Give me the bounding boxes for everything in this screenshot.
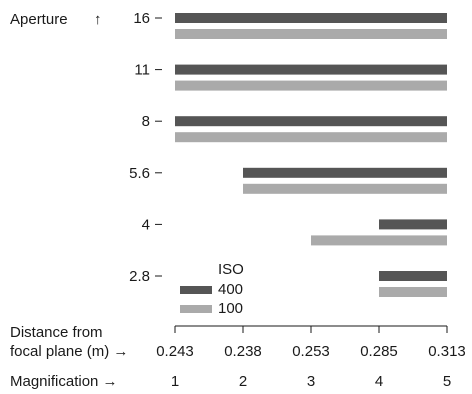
- x-row-label: Distance from: [10, 324, 103, 341]
- y-tick-label: 11: [134, 62, 150, 79]
- x-row-label: focal plane (m) →: [10, 343, 128, 360]
- legend-label: 400: [218, 281, 243, 298]
- bar-iso-100: [175, 132, 447, 143]
- bar-iso-400: [243, 167, 447, 178]
- legend-label: 100: [218, 300, 243, 317]
- y-tick-label: 8: [142, 113, 150, 130]
- legend-swatch-400: [180, 286, 212, 294]
- x-tick-label: 3: [307, 373, 315, 390]
- bar-iso-100: [243, 183, 447, 194]
- bar-iso-400: [175, 64, 447, 75]
- x-tick-label: 1: [171, 373, 179, 390]
- bar-iso-400: [175, 13, 447, 23]
- legend: ISO 400 100: [180, 261, 244, 317]
- legend-title: ISO: [218, 261, 244, 278]
- x-tick-label: 0.313: [428, 343, 466, 360]
- x-tick-label: 0.238: [224, 343, 262, 360]
- legend-swatch-100: [180, 305, 212, 313]
- x-tick-label: 5: [443, 373, 451, 390]
- y-axis-title: Aperture: [10, 11, 68, 28]
- y-tick-label: 16: [133, 10, 150, 27]
- bars: [175, 13, 447, 297]
- y-axis: Aperture ↑ 16 11 8 5.6 4 2.8: [10, 10, 162, 285]
- bar-iso-400: [379, 219, 447, 230]
- x-row-label: Magnification →: [10, 373, 118, 390]
- y-tick-label: 4: [142, 216, 150, 233]
- y-tick-label: 5.6: [129, 165, 150, 182]
- x-tick-label: 0.285: [360, 343, 398, 360]
- x-tick-label: 2: [239, 373, 247, 390]
- x-axis: Distance from focal plane (m) → 0.243 0.238…: [10, 324, 466, 390]
- x-tick-label: 4: [375, 373, 383, 390]
- bar-iso-100: [175, 80, 447, 91]
- y-tick-label: 2.8: [129, 268, 150, 285]
- bar-iso-400: [175, 116, 447, 127]
- x-tick-label: 0.253: [292, 343, 330, 360]
- bar-iso-400: [379, 271, 447, 281]
- bar-iso-100: [175, 29, 447, 39]
- y-axis-arrow: ↑: [94, 11, 102, 28]
- bar-iso-100: [311, 235, 447, 246]
- bar-iso-100: [379, 287, 447, 297]
- x-tick-label: 0.243: [156, 343, 194, 360]
